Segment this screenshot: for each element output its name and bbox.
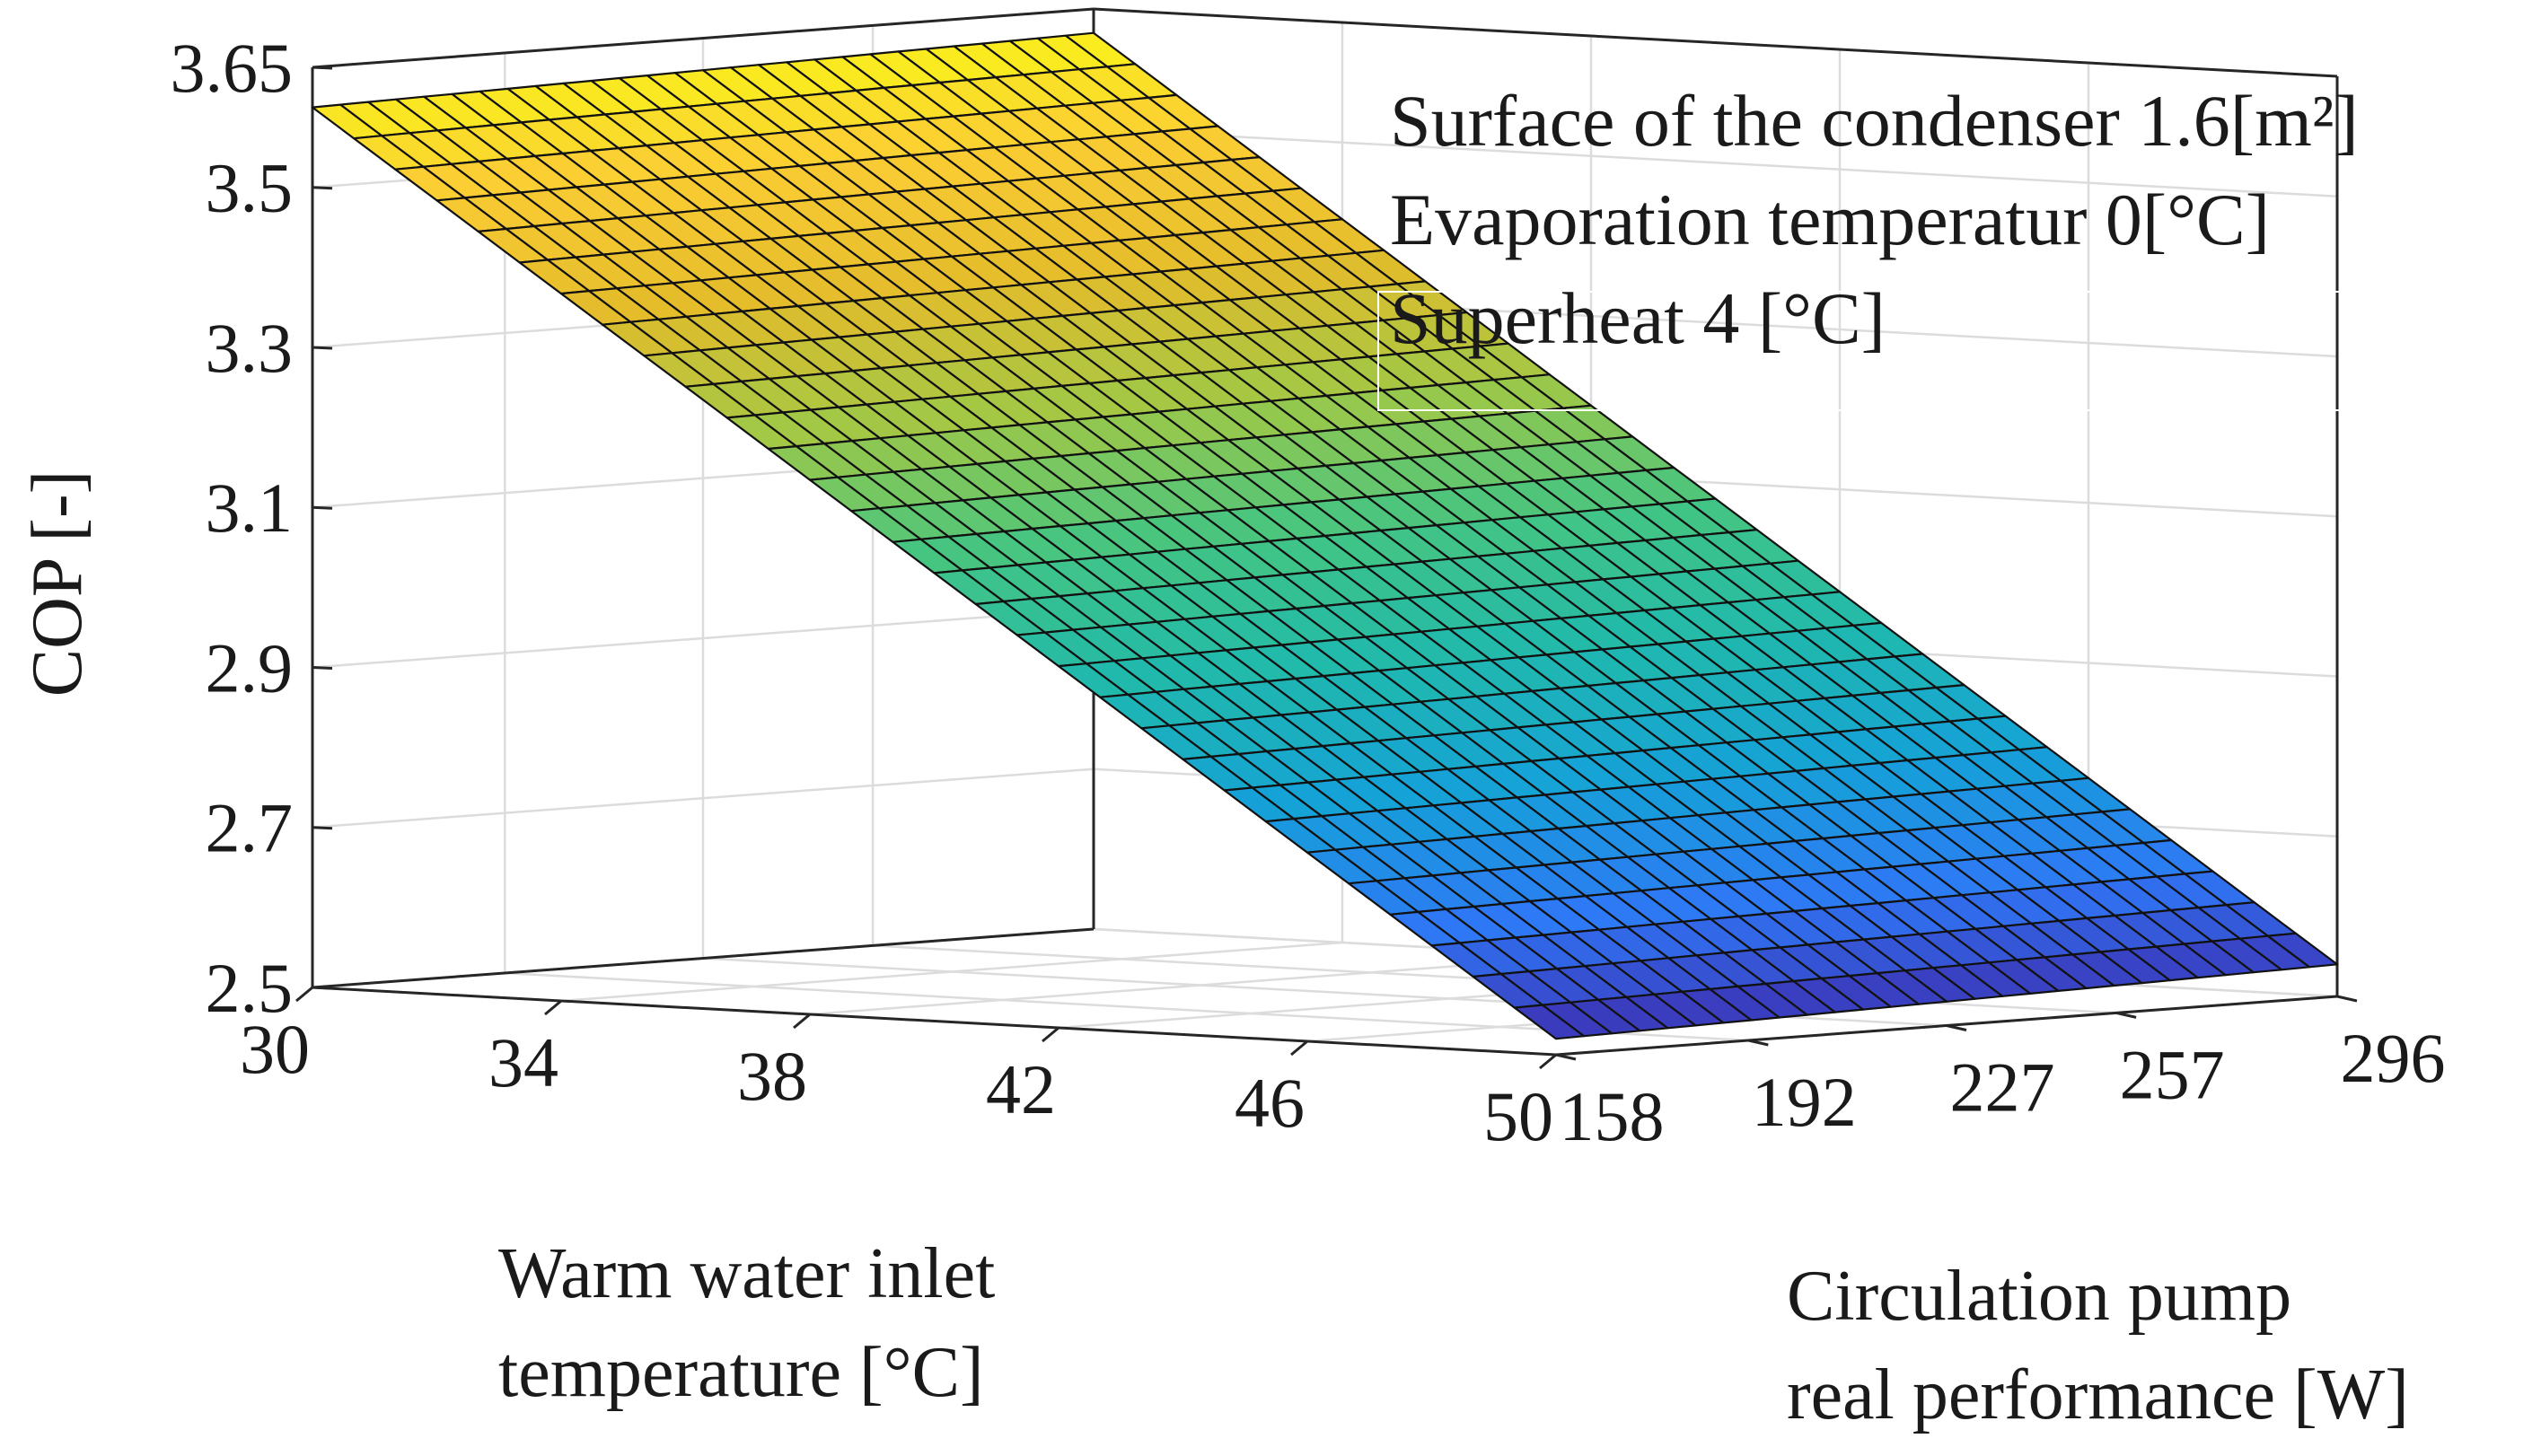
y-tick-mark (1747, 1039, 1769, 1047)
x-tick-mark (1042, 1026, 1059, 1043)
z-tick-mark (312, 186, 333, 190)
y-axis-title-line1: Circulation pump (1787, 1257, 2291, 1336)
x-tick-mark (1539, 1053, 1557, 1070)
y-tick-mark (1555, 1053, 1577, 1061)
z-tick-label: 3.5 (206, 149, 294, 227)
x-tick-label: 34 (488, 1023, 558, 1101)
legend-box (1377, 291, 2349, 411)
x-tick-mark (1290, 1039, 1308, 1057)
y-tick-mark (2115, 1011, 2137, 1019)
x-tick-mark (793, 1013, 811, 1030)
y-tick-label: 257 (2120, 1035, 2225, 1113)
z-tick-label: 2.7 (206, 789, 294, 867)
y-grid-line-floor (505, 971, 1749, 1042)
z-grid-line-back (1093, 127, 2338, 197)
x-tick-label: 46 (1235, 1064, 1305, 1142)
surface-patch (1513, 1004, 1586, 1040)
z-tick-mark (312, 826, 333, 830)
z-tick-label: 3.3 (206, 309, 294, 387)
y-tick-mark (1946, 1024, 1967, 1031)
x-tick-label: 42 (986, 1050, 1056, 1128)
y-axis-title-line2: real performance [W] (1787, 1355, 2409, 1434)
tick-layer: 2.5 2.7 2.9 3.1 3.3 3.5 3.65 30 34 38 42 46 50 158 192… (171, 29, 2446, 1155)
z-tick-label: 3.1 (206, 469, 294, 547)
y-tick-mark (2336, 995, 2358, 1003)
x-axis-title: Warm water inlet temperature [°C] (498, 1234, 995, 1412)
cop-surface (311, 31, 2339, 1040)
y-axis-title: Circulation pump real performance [W] (1787, 1257, 2409, 1434)
annotation-block: Surface of the condenser 1.6[m²] Evapora… (1390, 80, 2359, 359)
floor-back-edge (312, 927, 1095, 989)
z-tick-label: 3.65 (171, 29, 294, 107)
z-tick-mark (312, 346, 333, 350)
x-axis-line (312, 986, 1557, 1057)
annotation-condenser-surface: Surface of the condenser 1.6[m²] (1390, 80, 2359, 162)
y-tick-label: 192 (1752, 1063, 1857, 1141)
z-tick-mark (312, 66, 333, 70)
z-axis-title: COP [-] (18, 470, 97, 697)
x-tick-label: 30 (240, 1010, 310, 1088)
z-tick-mark (312, 666, 333, 670)
x-tick-mark (544, 999, 562, 1016)
z-tick-mark (312, 505, 333, 510)
z-tick-label: 2.9 (206, 629, 294, 707)
z-tick-label: 2.5 (206, 949, 294, 1027)
z-tick-mark (312, 986, 333, 990)
x-axis-title-line1: Warm water inlet (498, 1234, 995, 1313)
y-tick-label: 296 (2341, 1019, 2446, 1097)
x-tick-label: 50 (1483, 1077, 1553, 1155)
top-back-edge (1093, 7, 2338, 78)
x-tick-mark (295, 986, 313, 1003)
y-tick-label: 158 (1560, 1077, 1665, 1155)
annotation-superheat: Superheat 4 [°C] (1390, 277, 1886, 359)
annotation-evaporation-temperature: Evaporation temperatur 0[°C] (1390, 179, 2270, 260)
x-tick-label: 38 (737, 1037, 807, 1115)
top-left-edge (312, 7, 1095, 69)
y-tick-label: 227 (1950, 1048, 2055, 1127)
x-axis-title-line2: temperature [°C] (498, 1333, 984, 1412)
